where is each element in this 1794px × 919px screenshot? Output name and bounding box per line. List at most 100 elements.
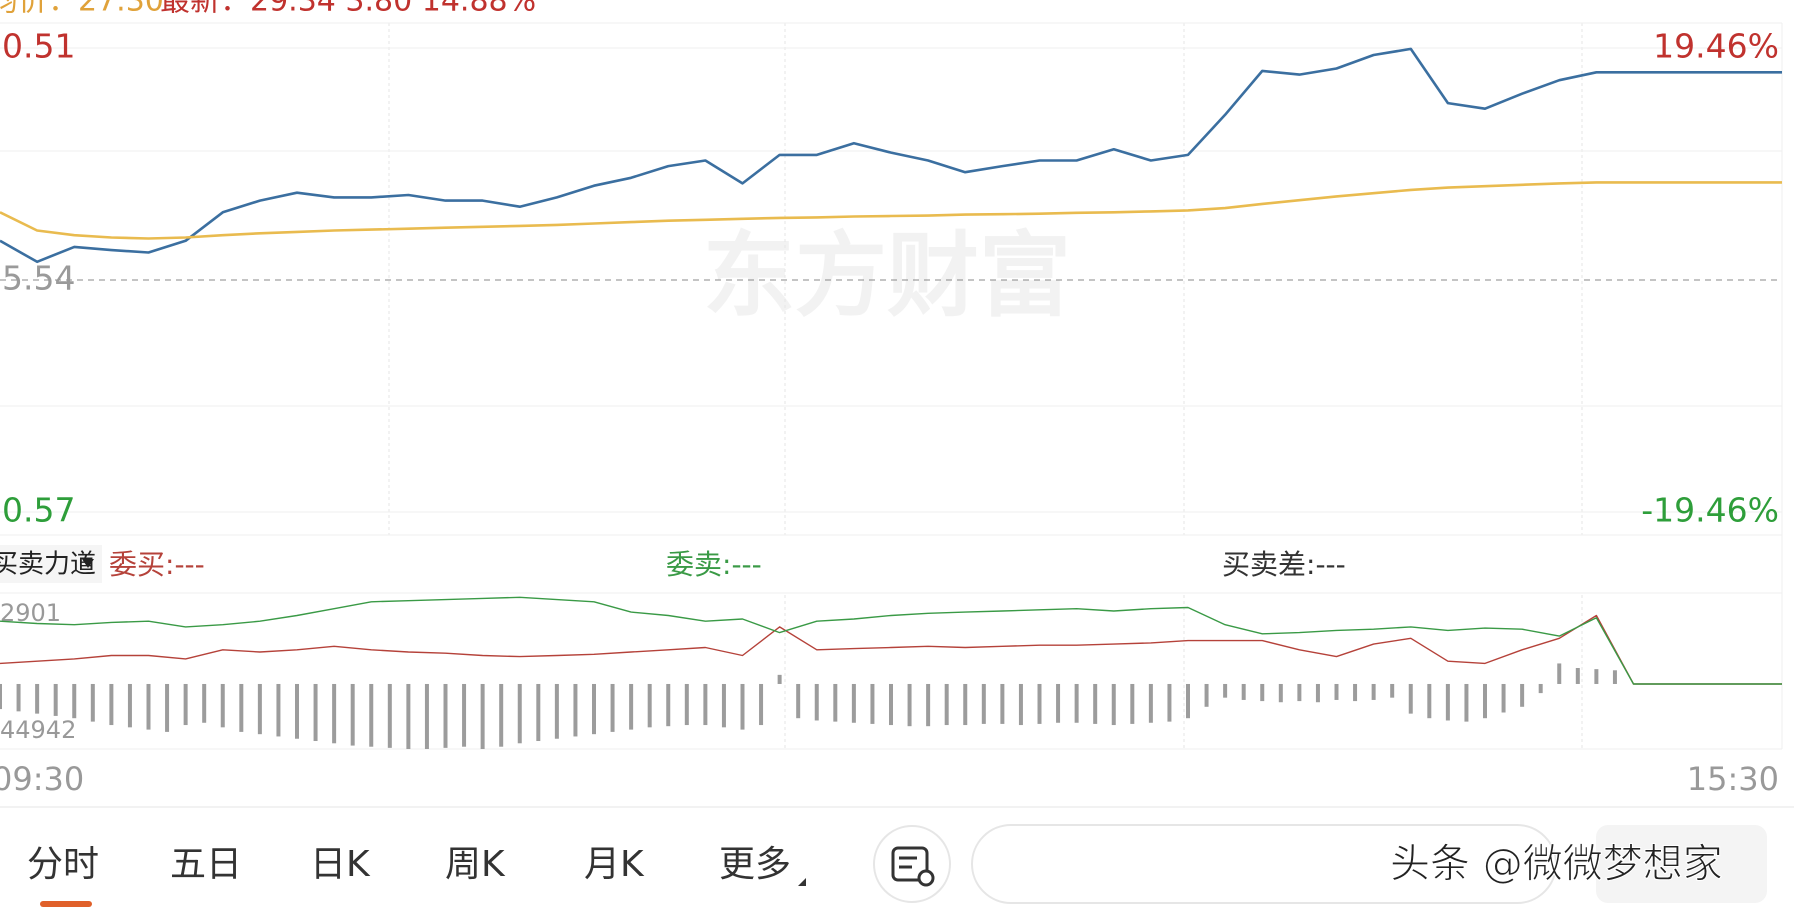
bar	[777, 674, 782, 684]
bar	[1148, 683, 1153, 723]
active-tab-indicator	[40, 901, 92, 907]
y2-tick-label: 19.46%	[1653, 27, 1779, 66]
tab[interactable]: 月K	[584, 844, 645, 885]
legend-entry: 委卖:---	[666, 548, 762, 581]
bar	[647, 683, 652, 728]
tab[interactable]: 日K	[310, 844, 371, 885]
bar	[1223, 683, 1228, 698]
bar	[721, 683, 726, 728]
selector-box[interactable]	[0, 545, 102, 583]
input-pill[interactable]	[971, 824, 1557, 904]
bar	[1390, 683, 1395, 698]
icon	[917, 869, 935, 887]
bar	[1018, 683, 1023, 726]
bar	[1612, 670, 1617, 684]
vertical-grid	[388, 23, 1583, 749]
bar	[1353, 683, 1358, 702]
bar	[1538, 683, 1543, 694]
bar	[1575, 668, 1580, 684]
bar	[332, 683, 337, 744]
bar	[610, 683, 615, 732]
bar	[220, 683, 225, 728]
bar	[870, 683, 875, 724]
footer-watermark: 头条 @微微梦想家	[1390, 841, 1723, 887]
y-tick-label: 20.57	[0, 491, 75, 530]
header-latest: 最新：29.34 3.80 14.88%	[160, 0, 536, 19]
legend-entry: 买卖差:---	[1222, 548, 1346, 581]
series-line	[0, 181, 1782, 240]
bar	[1315, 683, 1320, 703]
dropdown-arrow	[82, 559, 94, 568]
bar	[1000, 683, 1005, 724]
bar	[740, 683, 745, 730]
indicator-selector[interactable]: 买卖力道	[0, 550, 96, 580]
icon-button[interactable]	[873, 825, 951, 903]
bar	[313, 683, 318, 742]
bar	[350, 683, 355, 746]
x-tick-label: 15:30	[1687, 760, 1779, 798]
panel-lines	[0, 22, 1794, 808]
bar	[684, 683, 689, 726]
bar	[146, 683, 151, 730]
bar	[53, 683, 58, 716]
bar	[851, 683, 856, 723]
bar	[1408, 683, 1413, 714]
series-line	[0, 614, 1782, 685]
tab[interactable]: 周K	[445, 844, 506, 885]
bar	[1297, 683, 1302, 702]
bar	[517, 683, 522, 744]
bar	[1204, 683, 1209, 707]
bar	[295, 683, 299, 739]
bar	[907, 683, 912, 727]
bar	[480, 683, 485, 749]
bar	[424, 683, 429, 749]
icon	[891, 846, 929, 882]
bar	[573, 683, 578, 737]
series-line	[0, 596, 1782, 685]
bar	[1056, 683, 1061, 723]
bar	[1186, 683, 1190, 719]
y-tick-label: 25.54	[0, 259, 75, 298]
header-avg: 均价：27.30	[0, 0, 164, 19]
bar	[165, 683, 170, 732]
y-tick-label: 30.51	[0, 27, 75, 66]
bar	[0, 683, 2, 710]
bar	[1557, 663, 1562, 684]
bar	[406, 683, 411, 749]
bar	[981, 683, 986, 724]
bar	[889, 683, 893, 726]
bar	[462, 683, 467, 747]
bar	[369, 683, 374, 747]
bar	[443, 683, 448, 748]
bar	[1334, 683, 1339, 700]
bar	[35, 683, 40, 714]
bar	[183, 683, 188, 726]
bar	[1111, 683, 1116, 726]
charts: 30.51 25.54 20.57 19.46% -19.46% 09:30 15:30	[0, 27, 1782, 798]
bar	[814, 683, 819, 721]
bar	[629, 683, 634, 730]
y2-tick-label: -19.46%	[1641, 491, 1779, 530]
bar	[1130, 683, 1135, 724]
bar	[90, 683, 95, 722]
bar	[666, 683, 671, 727]
bar	[833, 683, 838, 722]
bar	[1278, 683, 1283, 703]
bar	[1594, 669, 1599, 684]
bar	[239, 683, 244, 732]
bar	[387, 683, 392, 748]
bar	[257, 683, 262, 735]
bar	[1501, 683, 1506, 713]
tab[interactable]: 更多	[719, 844, 791, 885]
tab[interactable]: 分时	[27, 844, 99, 885]
bar	[592, 683, 596, 735]
bar	[72, 683, 77, 719]
tab[interactable]: 五日	[170, 844, 242, 885]
x-tick-label: 09:30	[0, 760, 84, 798]
bar	[1483, 683, 1487, 719]
bar	[1427, 683, 1432, 719]
bar	[1260, 683, 1265, 702]
side-button[interactable]	[1596, 825, 1767, 903]
